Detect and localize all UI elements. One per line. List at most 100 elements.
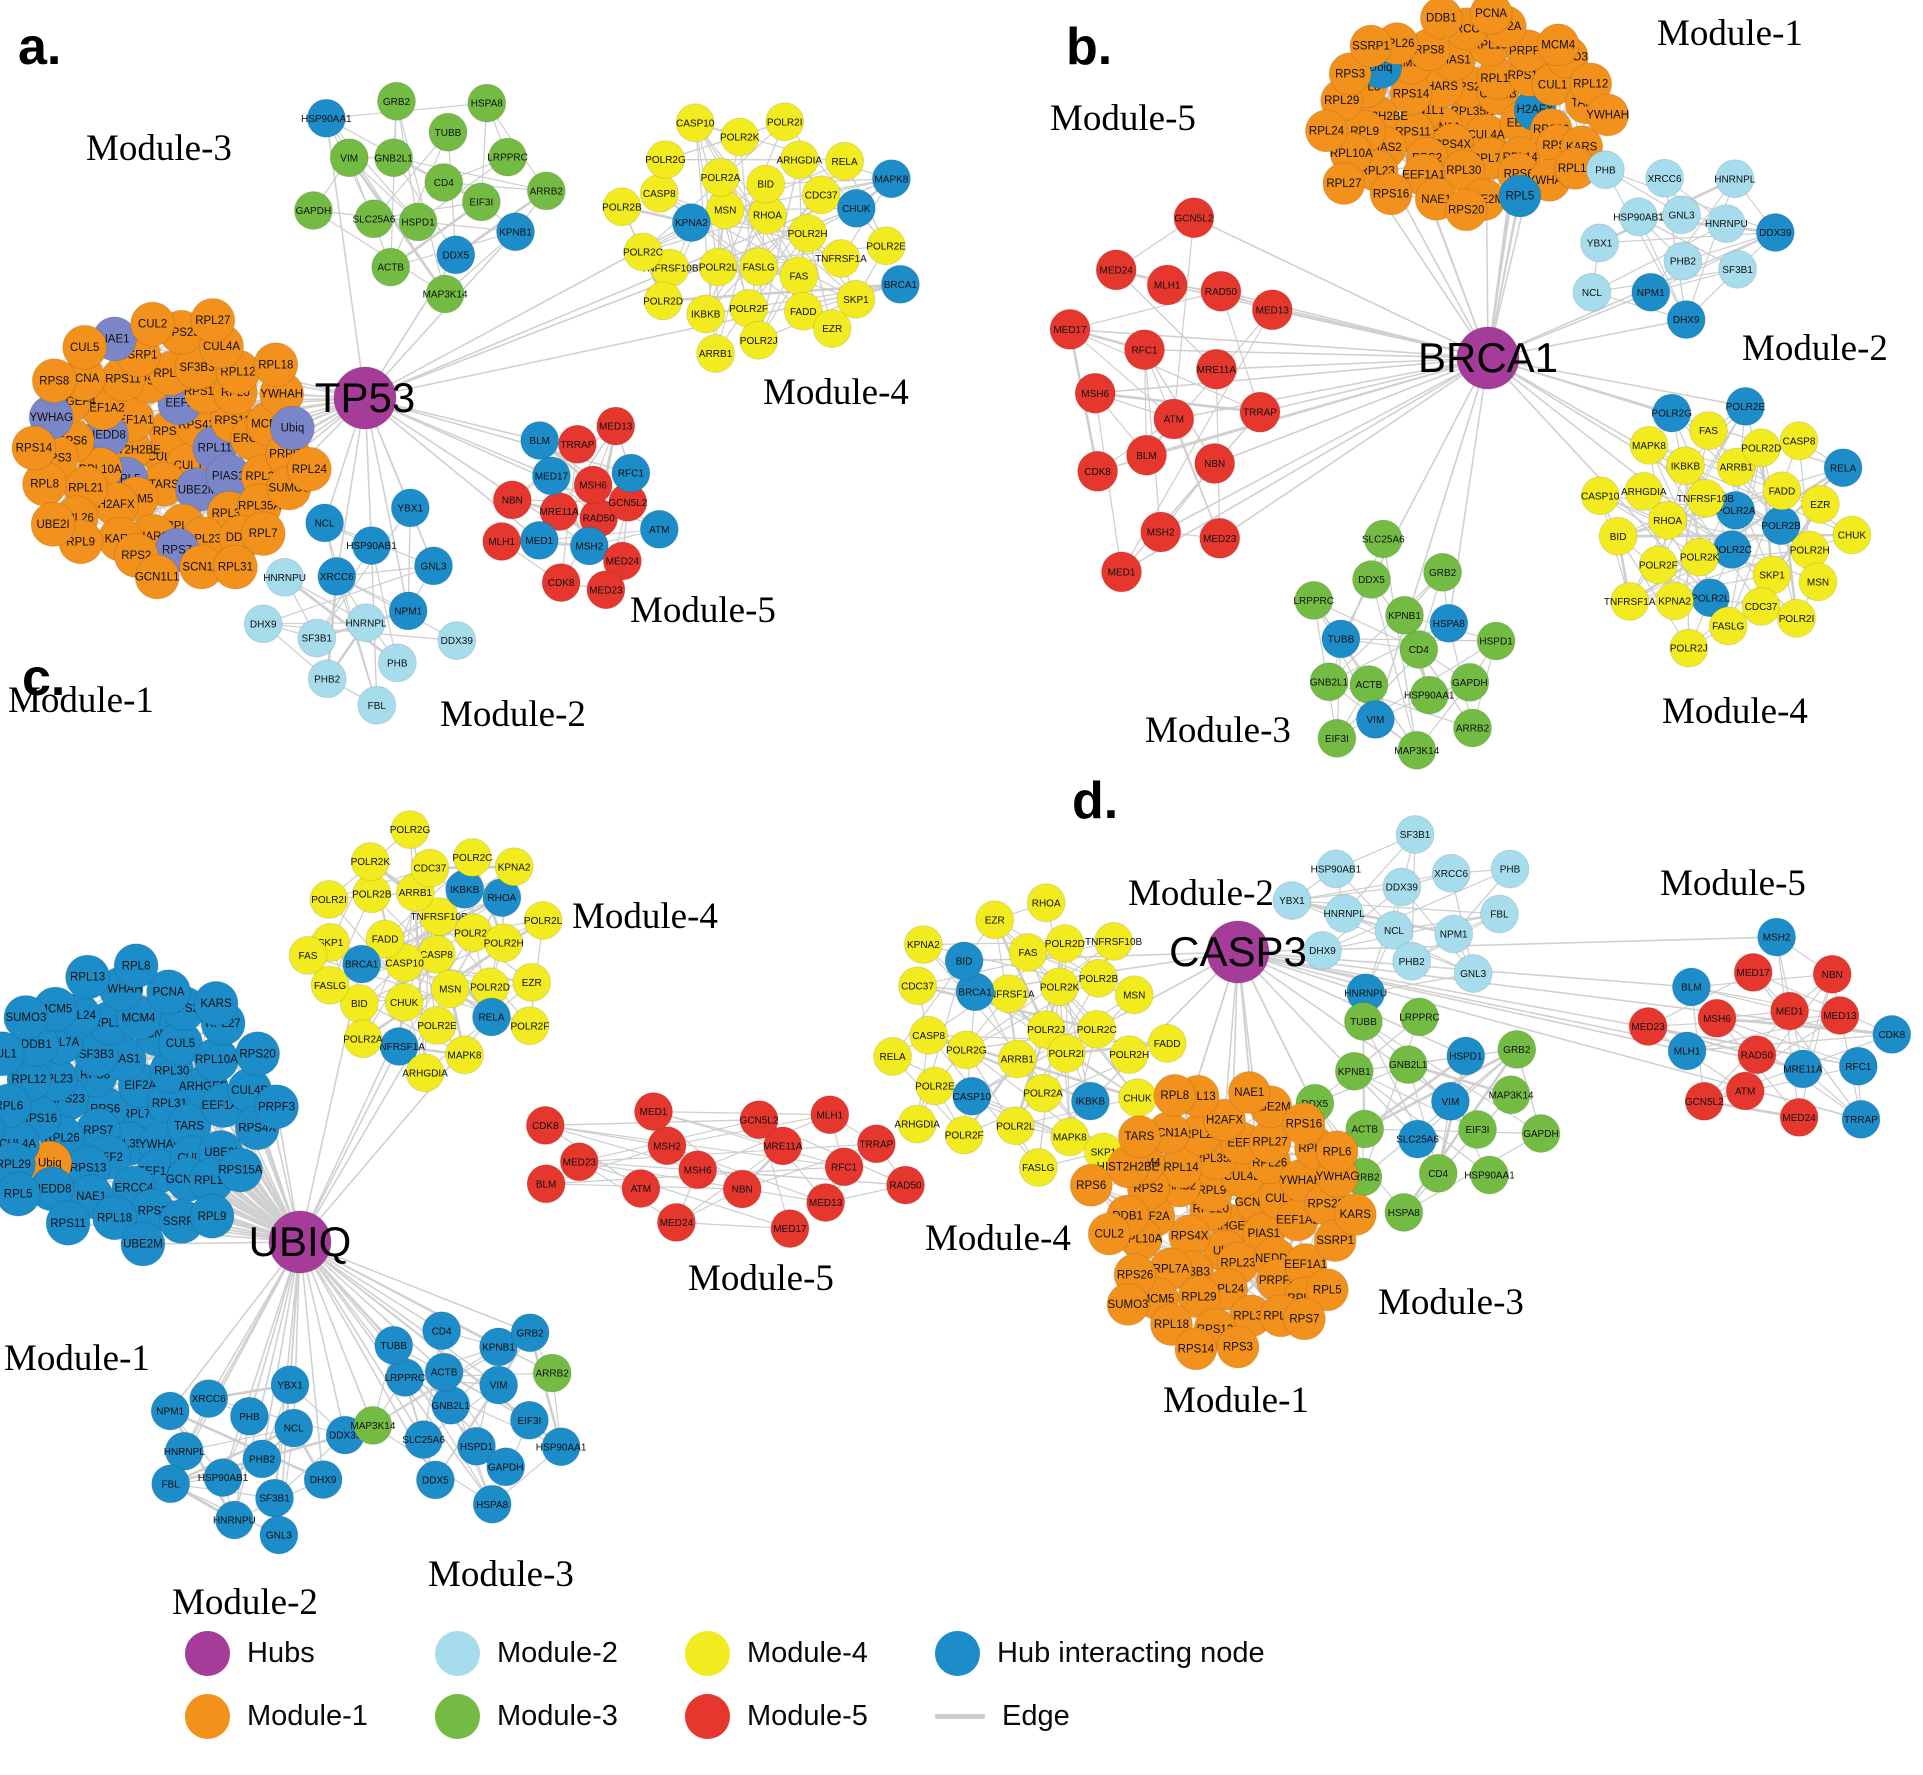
legend-swatch-module4 xyxy=(685,1630,730,1676)
gene-node xyxy=(686,294,726,334)
gene-node xyxy=(1423,552,1463,592)
gene-node xyxy=(643,281,683,321)
gene-node-label: POLR2G xyxy=(946,1046,987,1057)
gene-node-label: NBN xyxy=(732,1185,753,1196)
gene-node-label: PHB2 xyxy=(249,1455,276,1466)
gene-node xyxy=(526,171,566,211)
gene-node xyxy=(541,563,581,603)
gene-node-label: TNFRSF10B xyxy=(641,264,699,275)
gene-node xyxy=(1194,443,1236,484)
gene-node-label: CUL2 xyxy=(138,319,167,331)
gene-node-label: POLR2D xyxy=(1045,939,1085,950)
gene-node-label: PHB2 xyxy=(314,674,341,685)
legend-label: Module-1 xyxy=(247,1699,368,1732)
gene-node-label: FADD xyxy=(1769,486,1796,497)
gene-node-label: ARHGDIA xyxy=(777,155,823,166)
legend-label: Hub interacting node xyxy=(997,1636,1265,1669)
gene-node xyxy=(414,546,453,586)
gene-node-label: RHOA xyxy=(753,211,782,222)
gene-node-label: DHX9 xyxy=(250,619,277,630)
gene-node xyxy=(1648,500,1688,540)
gene-node-label: SF3B1 xyxy=(1722,265,1753,276)
gene-node-label: IKBKB xyxy=(1076,1097,1106,1108)
gene-node-label: POLR2L xyxy=(524,916,563,927)
gene-node xyxy=(1294,580,1334,620)
gene-node-label: RPL12 xyxy=(1573,79,1608,91)
gene-node xyxy=(307,659,347,699)
gene-node xyxy=(1655,581,1695,621)
gene-node-label: FASLG xyxy=(314,981,346,992)
gene-node-label: SF3B1 xyxy=(302,634,333,645)
gene-node xyxy=(1199,517,1241,559)
gene-node-label: GNB2L1 xyxy=(1389,1060,1428,1071)
gene-node xyxy=(398,202,438,242)
gene-node xyxy=(253,342,299,388)
legend-label: Module-5 xyxy=(747,1699,868,1732)
gene-node-label: GRB2 xyxy=(516,1328,544,1339)
gene-node-label: TUBB xyxy=(1350,1017,1377,1028)
gene-node xyxy=(1363,519,1403,559)
gene-node-label: HARS xyxy=(1426,81,1458,93)
gene-node xyxy=(1140,511,1182,553)
gene-node-label: DDX5 xyxy=(422,1476,449,1487)
panel-b: RPL35ASCN1ARPS23CUL4AGCN1L1CUL4BRPS4XHAR… xyxy=(1049,0,1888,770)
gene-node-label: RPL30 xyxy=(1446,165,1481,177)
gene-node-label: CASP8 xyxy=(643,189,676,200)
gene-node-label: CDK8 xyxy=(1084,467,1111,478)
legend-label: Module-4 xyxy=(747,1636,868,1669)
gene-node-label: NEDD8 xyxy=(87,430,126,442)
gene-node-label: RPL10A xyxy=(1330,148,1373,160)
gene-node-label: YBX1 xyxy=(277,1380,303,1391)
gene-node-label: TUBB xyxy=(380,1341,407,1352)
gene-node-label: IKBKB xyxy=(1671,461,1701,472)
hub-edge xyxy=(1216,357,1489,370)
gene-node-label: POLR2E xyxy=(1726,402,1766,413)
gene-node-label: MLH1 xyxy=(488,537,515,548)
gene-node-label: HSPA8 xyxy=(476,1500,508,1511)
module-label-c-module-5: Module-5 xyxy=(688,1258,834,1299)
gene-node-label: POLR2I xyxy=(1779,614,1815,625)
gene-node-label: CASP8 xyxy=(912,1031,945,1042)
gene-node-label: ARHGDIA xyxy=(894,1120,940,1131)
gene-node xyxy=(1409,675,1449,715)
gene-node-label: BID xyxy=(351,999,368,1010)
gene-node-label: RPS8 xyxy=(39,375,69,387)
gene-node xyxy=(1444,188,1488,232)
gene-node xyxy=(1689,411,1728,451)
module-label-a-module-3: Module-3 xyxy=(86,128,232,169)
gene-node-label: TARS xyxy=(1124,1131,1154,1143)
gene-node-label: LRPPRC xyxy=(1399,1013,1440,1024)
gene-node-label: MAPK8 xyxy=(874,174,908,185)
edge xyxy=(1617,535,1690,649)
gene-node-label: EZR xyxy=(985,915,1005,926)
gene-node-label: RPL18 xyxy=(258,359,293,371)
gene-node xyxy=(586,570,626,610)
gene-node-label: HSPD1 xyxy=(401,218,435,229)
gene-node-label: RFC1 xyxy=(1131,345,1158,356)
gene-node-label: RELA xyxy=(832,157,858,168)
gene-node xyxy=(596,406,636,446)
gene-node xyxy=(1580,476,1620,516)
gene-node-label: BRCA1 xyxy=(345,960,379,971)
gene-node xyxy=(739,320,779,360)
gene-node-label: RPL29 xyxy=(1181,1291,1216,1303)
gene-node-label: CDK8 xyxy=(1878,1030,1905,1041)
gene-node-label: SKP1 xyxy=(1759,571,1785,582)
gene-node-label: KARS xyxy=(1340,1209,1372,1221)
gene-node-label: ARHGDIA xyxy=(1621,487,1667,498)
gene-node-label: CDC37 xyxy=(901,981,934,992)
gene-node-label: HSP90AB1 xyxy=(1613,212,1664,223)
gene-node xyxy=(1629,425,1669,465)
gene-node-label: GRB2 xyxy=(383,97,411,108)
gene-node-label: BID xyxy=(1610,532,1627,543)
gene-node-label: DDX5 xyxy=(1358,575,1385,586)
gene-node-label: ARRB2 xyxy=(530,187,564,198)
gene-node xyxy=(779,140,819,180)
gene-node-label: DHX9 xyxy=(1673,315,1700,326)
hub-edge xyxy=(364,397,552,477)
gene-node-label: POLR2H xyxy=(484,938,524,949)
gene-node-label: MRE11A xyxy=(763,1142,803,1153)
gene-node-label: FADD xyxy=(372,935,399,946)
gene-node-label: ARRB1 xyxy=(699,349,733,360)
gene-node-label: ARRB2 xyxy=(1456,724,1490,735)
